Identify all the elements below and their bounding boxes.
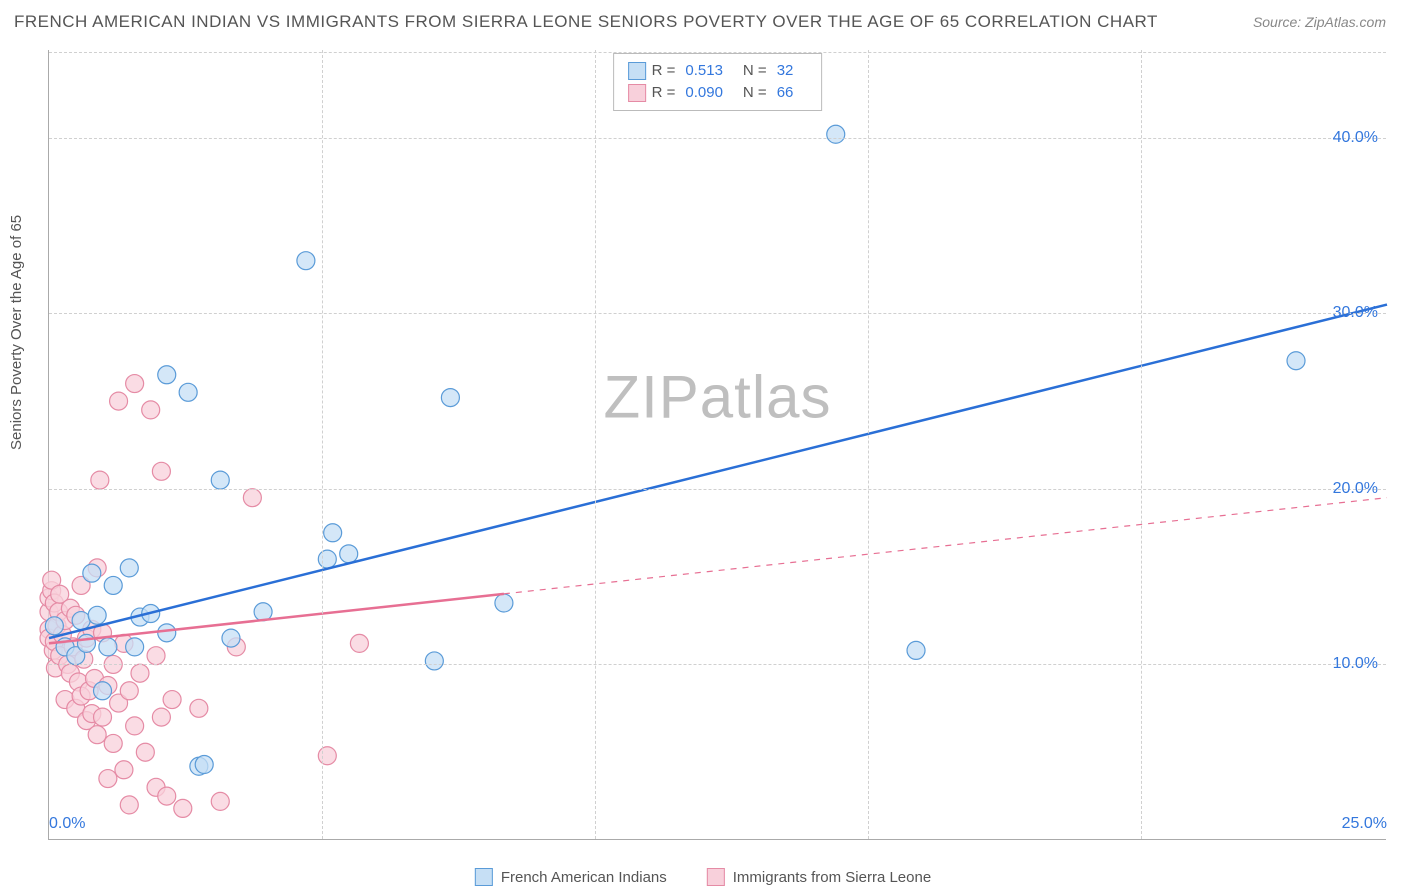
data-point xyxy=(340,545,358,563)
n-value-pink: 66 xyxy=(777,82,794,104)
r-value-pink: 0.090 xyxy=(685,82,723,104)
gridline-h xyxy=(49,489,1386,490)
source-label: Source: ZipAtlas.com xyxy=(1253,14,1386,30)
data-point xyxy=(158,787,176,805)
data-point xyxy=(324,524,342,542)
data-point xyxy=(110,392,128,410)
r-label: R = xyxy=(652,60,676,82)
swatch-pink-icon xyxy=(628,84,646,102)
data-point xyxy=(94,682,112,700)
legend-label-blue: French American Indians xyxy=(501,869,667,886)
gridline-h xyxy=(49,138,1386,139)
trend-line xyxy=(49,305,1387,639)
data-point xyxy=(222,629,240,647)
data-point xyxy=(83,564,101,582)
data-point xyxy=(99,638,117,656)
data-point xyxy=(174,799,192,817)
correlation-legend: R = 0.513 N = 32 R = 0.090 N = 66 xyxy=(613,53,823,111)
x-tick-label: 0.0% xyxy=(49,815,85,833)
legend-item-blue: French American Indians xyxy=(475,868,667,886)
gridline-v xyxy=(595,50,596,839)
legend-item-pink: Immigrants from Sierra Leone xyxy=(707,868,931,886)
gridline-v xyxy=(1141,50,1142,839)
gridline-h xyxy=(49,52,1386,53)
data-point xyxy=(163,691,181,709)
data-point xyxy=(495,594,513,612)
gridline-h xyxy=(49,664,1386,665)
legend-label-pink: Immigrants from Sierra Leone xyxy=(733,869,931,886)
y-tick-label: 40.0% xyxy=(1333,129,1378,147)
data-point xyxy=(350,634,368,652)
scatter-svg xyxy=(49,50,1386,839)
data-point xyxy=(827,125,845,143)
y-axis-label: Seniors Poverty Over the Age of 65 xyxy=(8,215,25,450)
data-point xyxy=(907,641,925,659)
series-legend: French American Indians Immigrants from … xyxy=(475,868,931,886)
y-tick-label: 20.0% xyxy=(1333,480,1378,498)
data-point xyxy=(126,717,144,735)
data-point xyxy=(99,770,117,788)
n-value-blue: 32 xyxy=(777,60,794,82)
data-point xyxy=(120,682,138,700)
data-point xyxy=(126,375,144,393)
data-point xyxy=(297,252,315,270)
trend-line-dashed xyxy=(504,498,1387,594)
swatch-blue-icon xyxy=(628,62,646,80)
n-label: N = xyxy=(743,82,767,104)
trend-line xyxy=(49,594,504,644)
data-point xyxy=(211,471,229,489)
chart-title: FRENCH AMERICAN INDIAN VS IMMIGRANTS FRO… xyxy=(14,12,1158,32)
data-point xyxy=(179,383,197,401)
data-point xyxy=(425,652,443,670)
r-value-blue: 0.513 xyxy=(685,60,723,82)
gridline-v xyxy=(322,50,323,839)
data-point xyxy=(211,792,229,810)
r-label: R = xyxy=(652,82,676,104)
data-point xyxy=(147,647,165,665)
data-point xyxy=(254,603,272,621)
data-point xyxy=(152,462,170,480)
data-point xyxy=(195,756,213,774)
swatch-blue-icon xyxy=(475,868,493,886)
data-point xyxy=(158,366,176,384)
data-point xyxy=(243,489,261,507)
data-point xyxy=(77,634,95,652)
data-point xyxy=(136,743,154,761)
gridline-h xyxy=(49,313,1386,314)
data-point xyxy=(152,708,170,726)
n-label: N = xyxy=(743,60,767,82)
y-tick-label: 10.0% xyxy=(1333,655,1378,673)
data-point xyxy=(115,761,133,779)
data-point xyxy=(1287,352,1305,370)
data-point xyxy=(72,612,90,630)
data-point xyxy=(120,559,138,577)
plot-area: ZIPatlas R = 0.513 N = 32 R = 0.090 N = … xyxy=(48,50,1386,840)
data-point xyxy=(104,734,122,752)
data-point xyxy=(88,726,106,744)
gridline-v xyxy=(868,50,869,839)
swatch-pink-icon xyxy=(707,868,725,886)
data-point xyxy=(120,796,138,814)
data-point xyxy=(441,389,459,407)
data-point xyxy=(91,471,109,489)
data-point xyxy=(158,624,176,642)
legend-row-blue: R = 0.513 N = 32 xyxy=(628,60,808,82)
x-tick-label: 25.0% xyxy=(1342,815,1387,833)
y-tick-label: 30.0% xyxy=(1333,304,1378,322)
legend-row-pink: R = 0.090 N = 66 xyxy=(628,82,808,104)
data-point xyxy=(45,617,63,635)
data-point xyxy=(190,699,208,717)
data-point xyxy=(88,606,106,624)
data-point xyxy=(131,664,149,682)
data-point xyxy=(142,401,160,419)
data-point xyxy=(94,708,112,726)
data-point xyxy=(126,638,144,656)
data-point xyxy=(104,576,122,594)
